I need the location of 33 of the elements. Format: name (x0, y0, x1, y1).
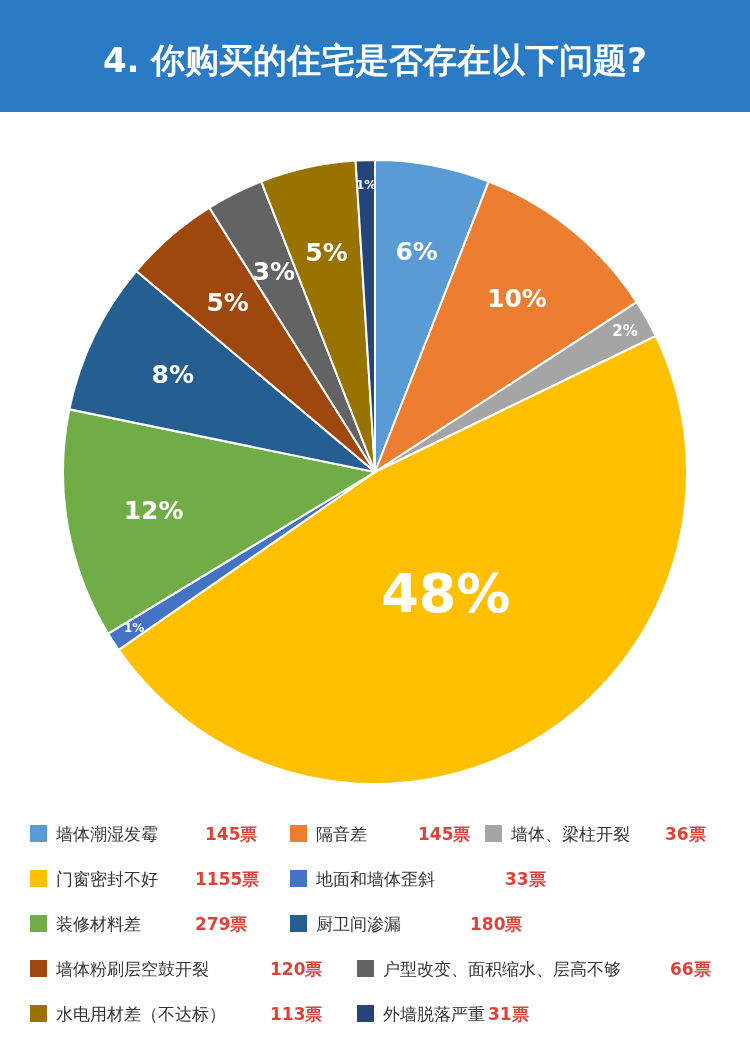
data-label: 48% (381, 562, 511, 626)
legend-label: 墙体、梁柱开裂 (510, 824, 630, 844)
data-label: 6% (395, 237, 438, 267)
text: 279票 (195, 914, 248, 934)
legend-label: 墙体潮湿发霉 (55, 824, 158, 844)
legend-label: 厨卫间渗漏 (316, 914, 401, 934)
chart-title: 4. 你购买的住宅是否存在以下问题? (102, 40, 648, 80)
text: 113票 (270, 1004, 323, 1024)
text: 36票 (665, 824, 706, 844)
data-label: 1% (124, 621, 145, 636)
legend-label: 地面和墙体歪斜 (315, 869, 435, 889)
text: 1155票 (195, 869, 260, 889)
data-label: 5% (305, 238, 348, 268)
data-label: 3% (252, 257, 296, 287)
legend-label: 户型改变、面积缩水、层高不够 (383, 959, 621, 979)
text: 31票 (488, 1004, 529, 1024)
legend-label: 水电用材差（不达标） (56, 1004, 226, 1024)
text: 145票 (205, 824, 258, 844)
legend-label: 门窗密封不好 (56, 869, 158, 889)
data-label: 10% (487, 283, 547, 313)
text: 180票 (470, 914, 523, 934)
text: 145票 (418, 824, 471, 844)
text: 33票 (505, 869, 546, 889)
data-label: 12% (123, 495, 184, 525)
text: 120票 (270, 959, 323, 979)
data-label: 2% (612, 322, 638, 341)
text: 66票 (670, 959, 711, 979)
data-label: 5% (206, 288, 249, 318)
legend-label: 装修材料差 (56, 914, 141, 934)
legend-label: 外墙脱落严重 (383, 1004, 485, 1024)
legend-label: 墙体粉刷层空鼓开裂 (55, 959, 209, 979)
legend-label: 隔音差 (316, 824, 367, 844)
data-label: 8% (151, 359, 195, 389)
